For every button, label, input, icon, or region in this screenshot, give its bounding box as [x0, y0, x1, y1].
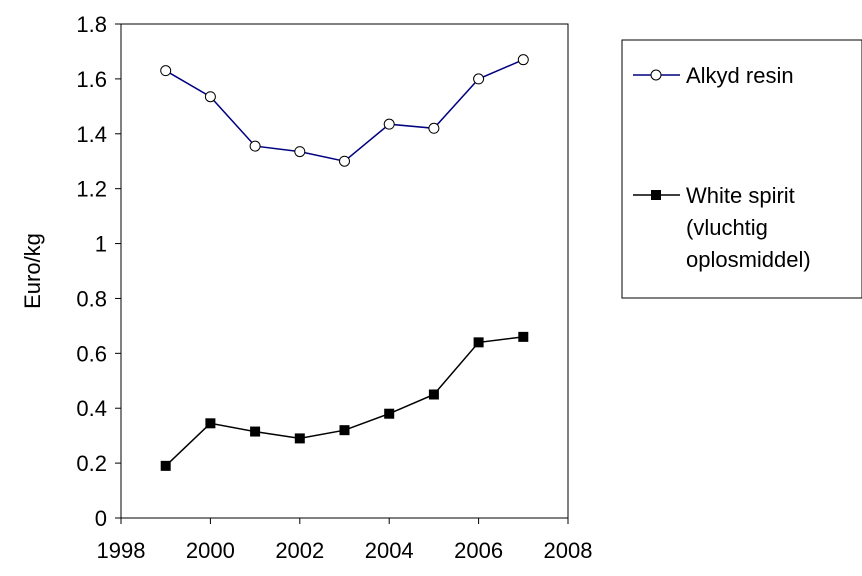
data-point	[249, 140, 261, 152]
data-point	[204, 91, 216, 103]
x-tick-label: 2000	[186, 538, 235, 563]
y-axis-ticks: 0 0.2 0.4 0.6 0.8 1 1.2 1.4 1.6 1.8	[76, 12, 121, 531]
legend-label: White spirit	[686, 183, 795, 208]
data-point	[383, 118, 395, 130]
series-line	[165, 59, 524, 163]
legend-frame	[621, 39, 862, 299]
data-point	[250, 426, 261, 437]
y-tick-label: 1.6	[76, 67, 107, 92]
x-tick-label: 2004	[365, 538, 414, 563]
data-point	[428, 389, 439, 400]
legend-item-0: Alkyd resin	[633, 63, 794, 88]
data-point	[384, 408, 395, 419]
data-point	[517, 54, 529, 66]
data-point	[473, 337, 484, 348]
y-axis-title: Euro/kg	[20, 233, 45, 309]
data-point	[473, 73, 485, 85]
data-point	[339, 155, 350, 167]
legend-label: (vluchtig	[686, 215, 768, 240]
data-point	[160, 460, 171, 471]
data-point	[428, 122, 440, 134]
plot-area-frame	[120, 23, 569, 519]
legend-item-1: White spirit (vluchtig oplosmiddel)	[633, 183, 811, 272]
y-tick-label: 0.2	[76, 451, 107, 476]
y-tick-label: 0.6	[76, 341, 107, 366]
legend: Alkyd resin White spirit (vluchtig oplosmid…	[621, 39, 862, 299]
y-tick-label: 1.8	[76, 12, 107, 37]
series-layer	[160, 54, 529, 471]
y-tick-label: 0.8	[76, 286, 107, 311]
y-tick-label: 1.2	[76, 177, 107, 202]
legend-label: Alkyd resin	[686, 63, 794, 88]
x-tick-label: 2008	[544, 538, 593, 563]
data-point	[205, 418, 216, 429]
x-tick-label: 1998	[97, 538, 146, 563]
y-tick-label: 1	[95, 232, 107, 257]
data-point	[518, 331, 529, 342]
legend-marker	[651, 190, 661, 200]
series-0	[160, 54, 529, 167]
x-tick-label: 2006	[454, 538, 503, 563]
y-tick-label: 0	[95, 506, 107, 531]
legend-label: oplosmiddel)	[686, 247, 811, 272]
data-point	[294, 146, 306, 158]
legend-marker	[650, 69, 662, 81]
x-axis-ticks: 1998 2000 2002 2004 2006 2008	[97, 518, 593, 563]
data-point	[339, 425, 350, 436]
series-line	[165, 336, 524, 467]
series-1	[160, 331, 529, 471]
data-point	[160, 65, 172, 77]
y-tick-label: 0.4	[76, 396, 107, 421]
data-point	[294, 433, 305, 444]
y-tick-label: 1.4	[76, 122, 107, 147]
x-tick-label: 2002	[275, 538, 324, 563]
